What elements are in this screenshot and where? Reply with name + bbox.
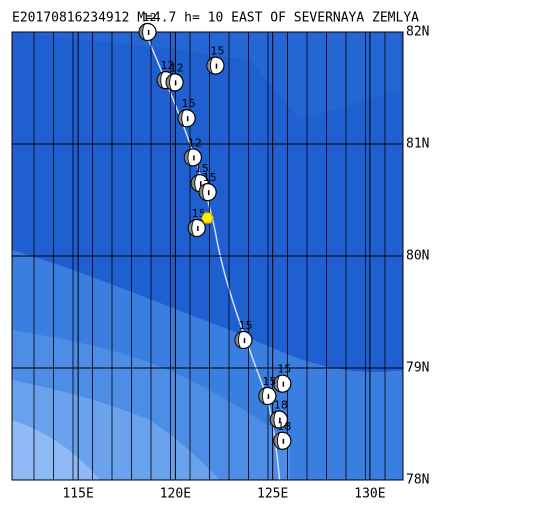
beachball-compression	[177, 109, 185, 127]
beachball	[183, 148, 203, 167]
beachball-compression	[258, 387, 266, 405]
beachball-compression	[206, 56, 214, 75]
beachball	[234, 330, 253, 350]
bathymetry	[12, 32, 400, 120]
beachball-compression	[234, 331, 242, 349]
depth-label: 15	[203, 171, 217, 184]
track	[144, 32, 281, 480]
beachball-compression	[187, 219, 195, 237]
beachball-compression	[269, 410, 277, 429]
lat-tick-label: 80N	[406, 249, 429, 264]
beachball	[138, 22, 157, 42]
beachball	[165, 73, 184, 92]
lat-tick-label: 82N	[406, 25, 429, 40]
lat-tick-label: 79N	[406, 361, 429, 376]
lon-tick-label: 115E	[62, 487, 93, 502]
depth-label: 12	[143, 11, 157, 24]
beachball-compression	[273, 432, 281, 450]
beachball-compression	[190, 174, 198, 192]
beachball	[198, 183, 217, 202]
beachball	[258, 386, 277, 406]
map-title: E20170816234912 M=4.7 h= 10 EAST OF SEVE…	[12, 11, 419, 26]
depth-label: 15	[262, 375, 276, 388]
epicenter	[200, 212, 215, 224]
lon-tick-label: 125E	[257, 487, 288, 502]
depth-label: 15	[195, 162, 209, 175]
beachball	[206, 56, 225, 75]
depth-label: 12	[188, 136, 202, 149]
depth-label: 12	[161, 59, 175, 72]
beachball	[273, 374, 292, 393]
lon-tick-label: 120E	[160, 487, 191, 502]
lat-tick-label: 81N	[406, 137, 429, 152]
beachball-compression	[138, 23, 146, 41]
depth-label: 12	[170, 61, 184, 74]
grid	[12, 32, 403, 480]
depth-label: 18	[274, 399, 288, 412]
beachball-compression	[273, 374, 281, 393]
beachball-compression	[156, 71, 164, 89]
depth-label: 18	[277, 420, 291, 433]
beachball-compression	[198, 183, 206, 201]
lat-tick-label: 78N	[406, 473, 429, 488]
depth-label: 15	[182, 97, 196, 110]
beachball	[269, 410, 288, 429]
beachball	[177, 109, 196, 128]
depth-label: 15	[210, 45, 224, 58]
beachball-compression	[165, 73, 173, 92]
depth-label: 15	[277, 363, 291, 376]
beachball	[187, 218, 206, 238]
depth-label: 15	[238, 319, 252, 332]
lon-tick-label: 130E	[354, 487, 385, 502]
beachball	[273, 431, 292, 450]
beachball-compression	[183, 148, 191, 167]
map-area	[12, 32, 403, 480]
frame	[11, 31, 404, 481]
